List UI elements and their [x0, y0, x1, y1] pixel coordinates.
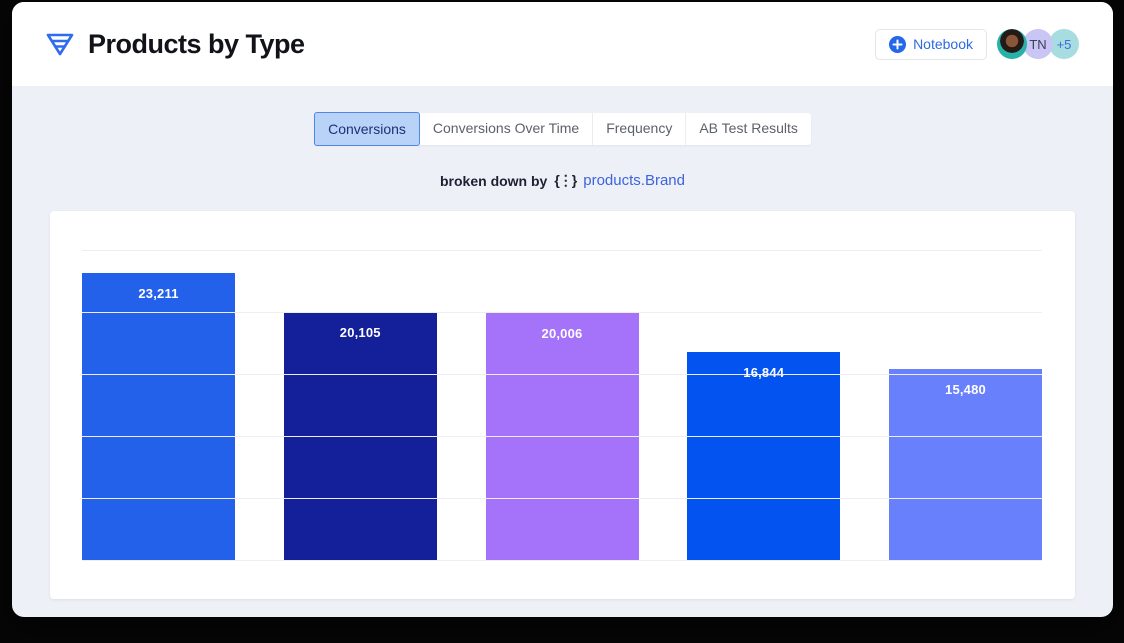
gridline: [82, 560, 1042, 561]
notebook-button-label: Notebook: [913, 36, 973, 52]
tab-ab-test-results[interactable]: AB Test Results: [685, 113, 811, 145]
bar[interactable]: 23,211: [82, 273, 235, 561]
gridline: [82, 374, 1042, 375]
bar[interactable]: 15,480: [889, 369, 1042, 561]
funnel-logo-icon: [46, 33, 74, 56]
header-left: Products by Type: [44, 28, 305, 60]
header: Products by Type Notebook TN +5: [12, 2, 1113, 86]
plus-icon: [889, 35, 907, 53]
field-braces-icon: {⋮}: [554, 172, 577, 188]
tab-conversions-over-time[interactable]: Conversions Over Time: [432, 120, 580, 136]
bar[interactable]: 16,844: [687, 352, 841, 561]
notebook-button[interactable]: Notebook: [875, 28, 987, 60]
plot-area: 23,211 20,105 20,006 16,844 15,480: [82, 250, 1042, 561]
page-title: Products by Type: [88, 28, 305, 59]
avatar-initials[interactable]: TN: [1023, 29, 1053, 59]
bar-value-label: 20,105: [339, 324, 381, 340]
tab-row: Conversions Conversions Over Time Frequenc…: [12, 112, 1113, 146]
avatar-overflow-count[interactable]: +5: [1049, 29, 1079, 59]
breakdown-field-link[interactable]: products.Brand: [583, 172, 685, 189]
avatar-photo[interactable]: [997, 29, 1027, 59]
bar-value-label: 23,211: [138, 286, 179, 302]
bar-value-label: 16,844: [743, 365, 785, 381]
breakdown-row: broken down by {⋮} products.Brand: [12, 172, 1113, 189]
gridline: [82, 312, 1042, 313]
avatar-group: TN +5: [997, 29, 1079, 59]
tab-bar: Conversions Conversions Over Time Frequenc…: [314, 112, 811, 146]
app-window: Products by Type Notebook TN +5 Conversi…: [12, 2, 1113, 617]
bars: 23,211 20,105 20,006 16,844 15,480: [82, 251, 1042, 561]
header-right: Notebook TN +5: [875, 28, 1079, 60]
chart-card: 23,211 20,105 20,006 16,844 15,480: [50, 211, 1075, 599]
gridline: [82, 498, 1042, 499]
gridline: [82, 436, 1042, 437]
gridline: [82, 250, 1042, 251]
bar-value-label: 20,006: [541, 325, 583, 341]
tab-conversions[interactable]: Conversions: [314, 112, 420, 146]
bar-value-label: 15,480: [945, 382, 986, 398]
tab-frequency[interactable]: Frequency: [592, 113, 685, 145]
breakdown-prefix: broken down by: [440, 172, 548, 189]
